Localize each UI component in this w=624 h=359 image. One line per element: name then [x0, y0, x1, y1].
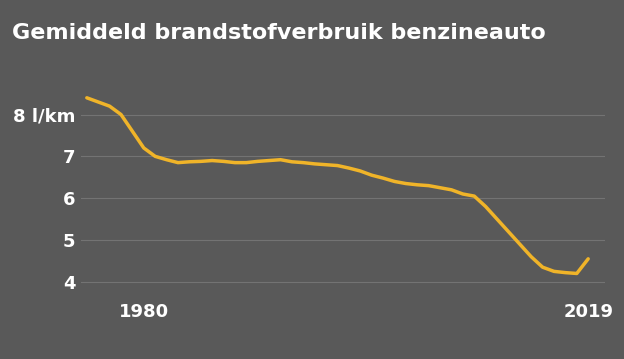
Text: Gemiddeld brandstofverbruik benzineauto: Gemiddeld brandstofverbruik benzineauto [12, 23, 546, 43]
